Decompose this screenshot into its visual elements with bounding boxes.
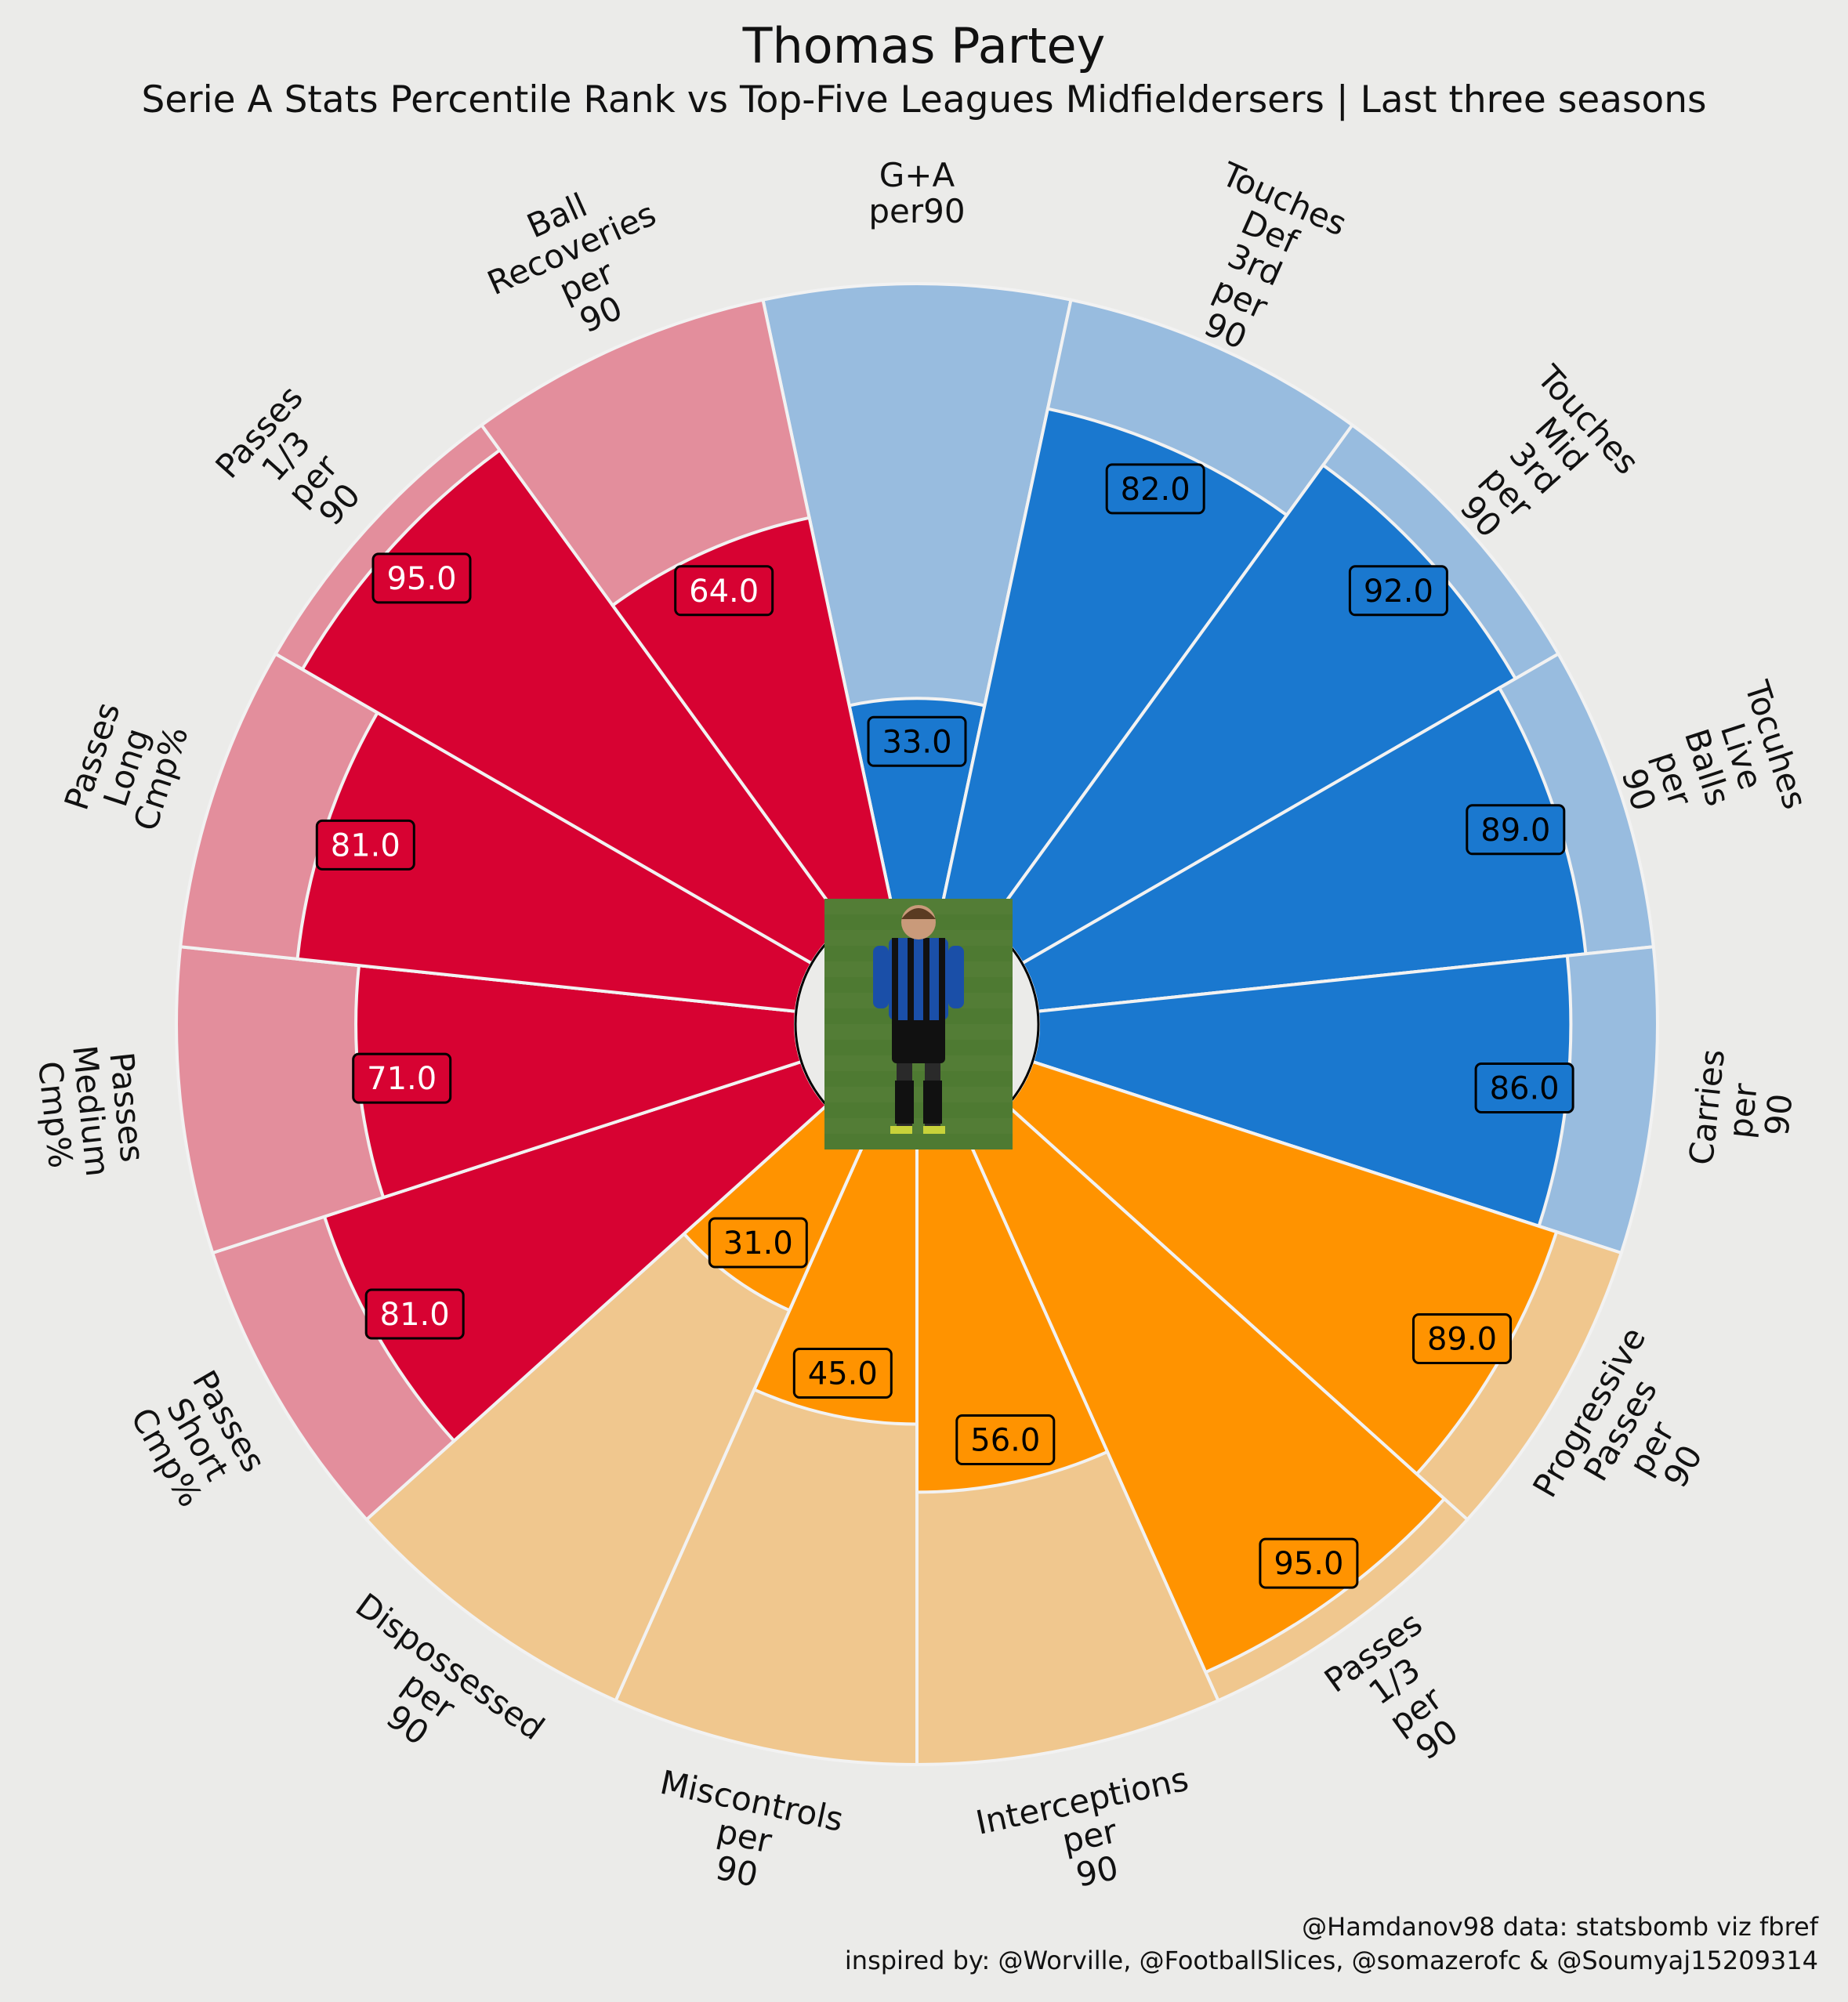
svg-text:81.0: 81.0 (380, 1297, 450, 1333)
center-area (794, 899, 1040, 1149)
value-label: 31.0 (708, 1217, 808, 1269)
svg-text:64.0: 64.0 (689, 574, 759, 610)
value-label: 81.0 (364, 1288, 465, 1340)
value-label: 33.0 (867, 715, 967, 767)
credit-line-1: @Hamdanov98 data: statsbomb viz fbref (1302, 1912, 1819, 1942)
param-label: Passes1/3per90 (1317, 1604, 1493, 1787)
param-label: Miscontrolsper90 (642, 1763, 846, 1910)
value-label: 95.0 (1259, 1537, 1359, 1589)
value-label: 56.0 (955, 1414, 1056, 1465)
param-label: Carriesper90 (1682, 1048, 1804, 1175)
value-label: 92.0 (1348, 565, 1448, 617)
svg-text:92.0: 92.0 (1364, 574, 1433, 610)
svg-text:33.0: 33.0 (882, 724, 951, 760)
svg-text:89.0: 89.0 (1427, 1322, 1497, 1358)
value-label: 82.0 (1105, 463, 1205, 515)
value-label: 86.0 (1474, 1063, 1574, 1113)
credit-line-2: inspired by: @Worville, @FootballSlices,… (845, 1946, 1818, 1975)
value-labels-layer: 33.0 82.0 92.0 89.0 86.0 89.0 95.0 56.0 45.0 31.0… (315, 463, 1574, 1589)
chart-subtitle: Serie A Stats Percentile Rank vs Top-Fiv… (142, 78, 1707, 121)
svg-text:31.0: 31.0 (723, 1225, 793, 1262)
player-photo (824, 899, 1013, 1149)
svg-text:86.0: 86.0 (1490, 1071, 1560, 1107)
chart-title: Thomas Partey (742, 17, 1106, 74)
svg-text:82.0: 82.0 (1121, 472, 1190, 508)
svg-text:56.0: 56.0 (970, 1423, 1040, 1459)
value-label: 89.0 (1466, 804, 1566, 856)
svg-text:45.0: 45.0 (808, 1356, 878, 1392)
value-label: 64.0 (674, 565, 774, 617)
param-label: Interceptionsper90 (973, 1760, 1207, 1913)
wedges-layer (175, 282, 1659, 1767)
value-label: 81.0 (315, 819, 415, 871)
param-label: PassesMediumCmp% (29, 1040, 153, 1182)
svg-text:71.0: 71.0 (367, 1061, 437, 1097)
value-label: 71.0 (352, 1052, 452, 1104)
svg-text:95.0: 95.0 (1274, 1546, 1343, 1582)
param-label: PassesShortCmp% (122, 1364, 273, 1515)
value-label: 89.0 (1412, 1313, 1512, 1364)
param-label: G+A per90 (868, 156, 965, 230)
param-labels-layer: G+A per90 TouchesDef3rdper90TouchesMid3rdp… (29, 154, 1814, 1913)
value-label: 45.0 (792, 1348, 893, 1399)
svg-text:81.0: 81.0 (331, 827, 400, 863)
value-label: 95.0 (371, 552, 472, 604)
svg-text:95.0: 95.0 (386, 561, 456, 597)
param-label: PassesLongCmp% (57, 698, 197, 837)
svg-text:89.0: 89.0 (1480, 813, 1550, 849)
